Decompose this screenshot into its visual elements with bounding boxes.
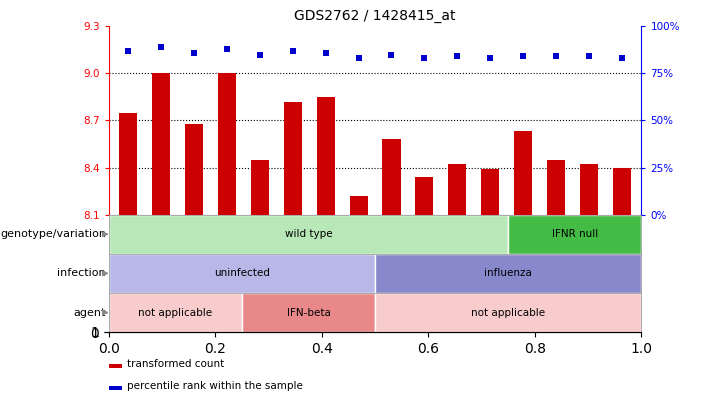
- Bar: [448, 164, 466, 215]
- Bar: [547, 160, 565, 215]
- Bar: [284, 102, 302, 215]
- Text: agent: agent: [74, 307, 106, 318]
- Point: [550, 53, 562, 60]
- Bar: [375, 293, 641, 332]
- Bar: [514, 132, 532, 215]
- Point: [287, 47, 299, 54]
- Bar: [580, 164, 598, 215]
- Bar: [109, 254, 375, 293]
- Point: [451, 53, 463, 60]
- Text: infection: infection: [57, 269, 106, 278]
- Point: [418, 55, 430, 62]
- Bar: [242, 293, 375, 332]
- Point: [583, 53, 594, 60]
- Bar: [109, 364, 122, 368]
- Point: [616, 55, 627, 62]
- Bar: [119, 113, 137, 215]
- Bar: [481, 169, 499, 215]
- Point: [123, 47, 134, 54]
- Bar: [383, 139, 400, 215]
- Text: influenza: influenza: [484, 269, 532, 278]
- Text: not applicable: not applicable: [138, 307, 212, 318]
- Text: IFNR null: IFNR null: [552, 229, 598, 239]
- Point: [189, 49, 200, 56]
- Text: uninfected: uninfected: [214, 269, 270, 278]
- Text: not applicable: not applicable: [471, 307, 545, 318]
- Text: percentile rank within the sample: percentile rank within the sample: [128, 381, 303, 391]
- Point: [517, 53, 529, 60]
- Point: [156, 44, 167, 50]
- Bar: [508, 215, 641, 254]
- Bar: [251, 160, 269, 215]
- Bar: [375, 254, 641, 293]
- Bar: [152, 73, 170, 215]
- Bar: [109, 215, 508, 254]
- Point: [222, 46, 233, 52]
- Bar: [218, 73, 236, 215]
- Point: [484, 55, 496, 62]
- Bar: [109, 386, 122, 390]
- Text: IFN-beta: IFN-beta: [287, 307, 330, 318]
- Title: GDS2762 / 1428415_at: GDS2762 / 1428415_at: [294, 9, 456, 23]
- Point: [254, 51, 266, 58]
- Bar: [613, 168, 631, 215]
- Text: transformed count: transformed count: [128, 359, 224, 369]
- Point: [320, 49, 332, 56]
- Bar: [317, 97, 335, 215]
- Point: [386, 51, 397, 58]
- Text: wild type: wild type: [285, 229, 332, 239]
- Bar: [350, 196, 367, 215]
- Point: [353, 55, 365, 62]
- Bar: [185, 124, 203, 215]
- Bar: [109, 293, 242, 332]
- Bar: [415, 177, 433, 215]
- Text: genotype/variation: genotype/variation: [0, 229, 106, 239]
